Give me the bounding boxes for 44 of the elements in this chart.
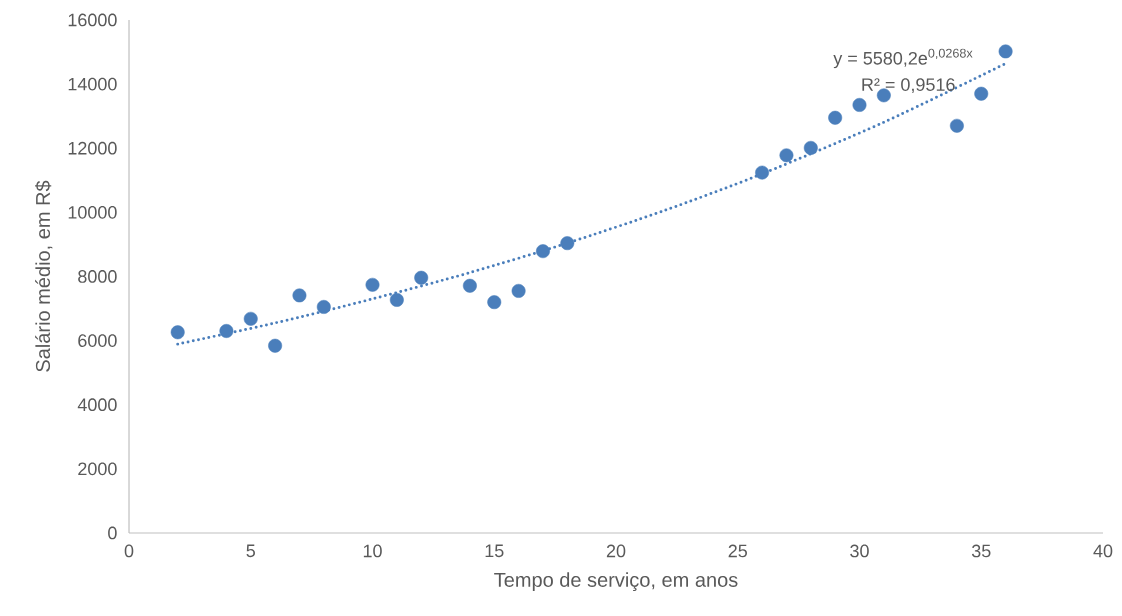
x-tick-label: 30 — [850, 544, 869, 558]
point — [998, 44, 1013, 59]
point — [365, 277, 380, 292]
point — [755, 165, 770, 180]
point — [560, 236, 575, 251]
point — [170, 325, 185, 340]
point — [268, 338, 283, 353]
y-tick-label: 16000 — [68, 13, 117, 27]
y-tick-label: 2000 — [78, 462, 117, 476]
point — [974, 86, 989, 101]
x-tick-label: 15 — [485, 544, 504, 558]
y-tick-label: 8000 — [78, 270, 117, 283]
point — [462, 278, 477, 293]
point — [852, 98, 867, 112]
x-tick-label: 35 — [971, 544, 991, 558]
y-tick-label: 12000 — [68, 141, 117, 155]
point — [219, 324, 234, 338]
x-tick-label: 5 — [246, 544, 256, 558]
y-tick-label: 14000 — [68, 77, 117, 91]
annotation: y = 5580,2e$^{0,0268x}$ — [833, 48, 973, 69]
x-axis-title: Tempo de serviço, em anos — [494, 572, 738, 591]
point — [779, 148, 794, 163]
x-tick-label: 40 — [1093, 544, 1113, 558]
point — [243, 311, 258, 326]
point — [828, 110, 843, 125]
point — [803, 140, 818, 155]
x-tick-label: 20 — [606, 544, 626, 558]
y-axis-title: Salário médio, em R$ — [35, 180, 53, 372]
point — [487, 295, 502, 310]
point — [536, 244, 550, 259]
point — [949, 118, 964, 133]
point — [389, 292, 404, 307]
y-tick-label: 6000 — [78, 334, 117, 347]
point — [511, 283, 526, 298]
annotation: R² = 0,9516 — [862, 78, 955, 94]
x-tick-label: 10 — [363, 544, 382, 558]
point — [316, 300, 331, 314]
y-tick-label: 4000 — [77, 398, 117, 412]
y-tick-label: 0 — [108, 526, 117, 540]
point — [292, 288, 307, 303]
y-tick-label: 10000 — [68, 205, 117, 219]
point — [414, 270, 429, 285]
x-tick-label: 25 — [728, 544, 748, 558]
x-tick-label: 0 — [124, 544, 134, 558]
